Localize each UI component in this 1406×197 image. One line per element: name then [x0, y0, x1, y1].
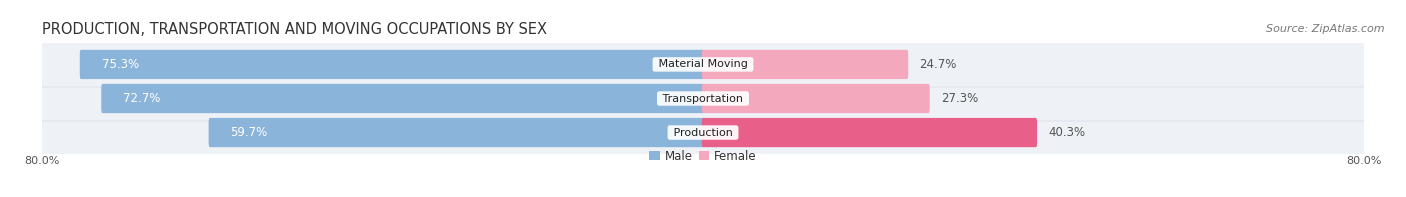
Text: Source: ZipAtlas.com: Source: ZipAtlas.com — [1267, 24, 1385, 34]
FancyBboxPatch shape — [702, 84, 929, 113]
Text: 24.7%: 24.7% — [920, 58, 957, 71]
Legend: Male, Female: Male, Female — [645, 145, 761, 168]
FancyBboxPatch shape — [35, 76, 1371, 121]
FancyBboxPatch shape — [35, 110, 1371, 155]
FancyBboxPatch shape — [702, 118, 1038, 147]
Text: Material Moving: Material Moving — [655, 59, 751, 70]
Text: 27.3%: 27.3% — [941, 92, 979, 105]
Text: PRODUCTION, TRANSPORTATION AND MOVING OCCUPATIONS BY SEX: PRODUCTION, TRANSPORTATION AND MOVING OC… — [42, 22, 547, 37]
Text: 40.3%: 40.3% — [1049, 126, 1085, 139]
FancyBboxPatch shape — [35, 42, 1371, 87]
FancyBboxPatch shape — [208, 118, 704, 147]
FancyBboxPatch shape — [80, 50, 704, 79]
Text: 72.7%: 72.7% — [124, 92, 160, 105]
FancyBboxPatch shape — [101, 84, 704, 113]
FancyBboxPatch shape — [702, 50, 908, 79]
Text: Production: Production — [669, 127, 737, 138]
Text: 75.3%: 75.3% — [101, 58, 139, 71]
Text: Transportation: Transportation — [659, 94, 747, 103]
Text: 59.7%: 59.7% — [231, 126, 267, 139]
